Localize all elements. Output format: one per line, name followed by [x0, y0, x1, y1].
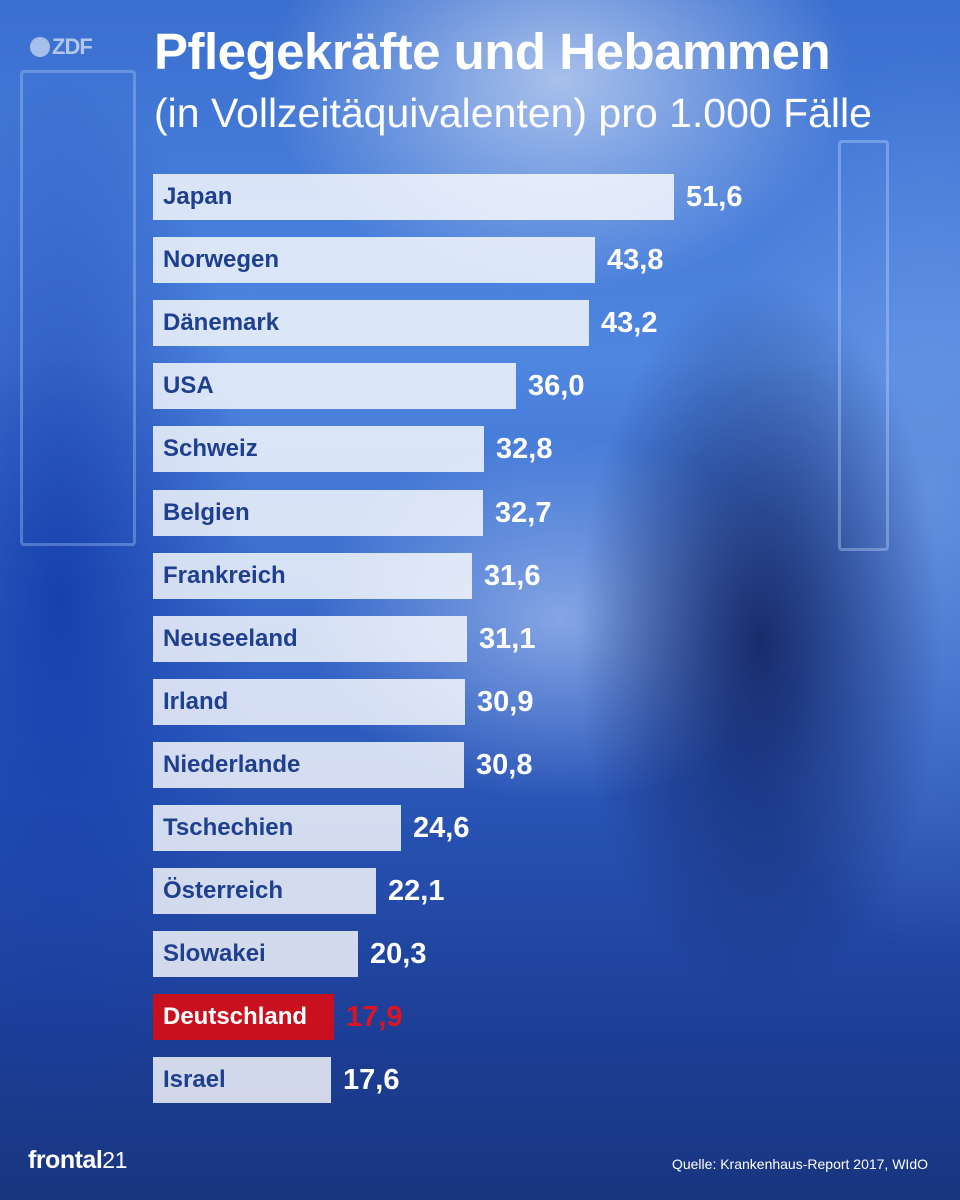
value-label: 32,8 [496, 433, 553, 465]
zdf-logo-icon [30, 37, 50, 57]
category-label: Irland [163, 688, 229, 715]
value-label: 31,6 [484, 560, 541, 592]
bar [153, 300, 589, 346]
value-label: 32,7 [495, 497, 552, 529]
frontal21-logo-number: 21 [102, 1147, 127, 1173]
bar [153, 490, 483, 536]
value-label: 31,1 [479, 623, 536, 655]
value-label: 22,1 [388, 875, 445, 907]
category-label: Niederlande [163, 751, 301, 778]
value-label: 30,9 [477, 686, 534, 718]
zdf-logo: ZDF [30, 34, 93, 60]
value-label: 36,0 [528, 370, 585, 402]
value-label: 17,6 [343, 1064, 400, 1096]
value-label: 17,9 [346, 1001, 403, 1033]
bar [153, 742, 464, 788]
category-label: Frankreich [163, 562, 286, 589]
bar [153, 994, 334, 1040]
category-label: Tschechien [163, 814, 294, 841]
value-label: 20,3 [370, 938, 427, 970]
value-label: 43,8 [607, 244, 664, 276]
bar [153, 363, 516, 409]
category-label: Slowakei [163, 940, 266, 967]
category-label: Belgien [163, 499, 250, 526]
bar [153, 553, 472, 599]
bar [153, 616, 467, 662]
category-label: Japan [163, 183, 233, 210]
value-label: 24,6 [413, 812, 470, 844]
background-cabinet-left [20, 70, 136, 546]
category-label: Schweiz [163, 435, 258, 462]
bar [153, 1057, 331, 1103]
category-label: Dänemark [163, 309, 280, 336]
bar [153, 868, 376, 914]
category-label: Norwegen [163, 246, 280, 273]
value-label: 51,6 [686, 181, 743, 213]
value-label: 43,2 [601, 307, 658, 339]
zdf-logo-text: ZDF [52, 34, 93, 59]
category-label: Neuseeland [163, 625, 298, 652]
frontal21-logo: frontal21 [28, 1146, 127, 1175]
chart-title: Pflegekräfte und Hebammen [154, 23, 831, 80]
category-label: Deutschland [163, 1003, 308, 1030]
bar [153, 679, 465, 725]
bar [153, 805, 401, 851]
category-label: Israel [163, 1066, 226, 1093]
bar [153, 237, 595, 283]
background-cabinet-right [838, 140, 889, 551]
bar [153, 426, 484, 472]
chart-subtitle: (in Vollzeitäquivalenten) pro 1.000 Fäll… [154, 90, 872, 136]
source-note: Quelle: Krankenhaus-Report 2017, WIdO [671, 1156, 928, 1172]
bar [153, 931, 358, 977]
category-label: Österreich [163, 877, 284, 904]
category-label: USA [163, 372, 214, 399]
value-label: 30,8 [476, 749, 533, 781]
frontal21-logo-text: frontal [28, 1146, 103, 1174]
bar [153, 174, 674, 220]
